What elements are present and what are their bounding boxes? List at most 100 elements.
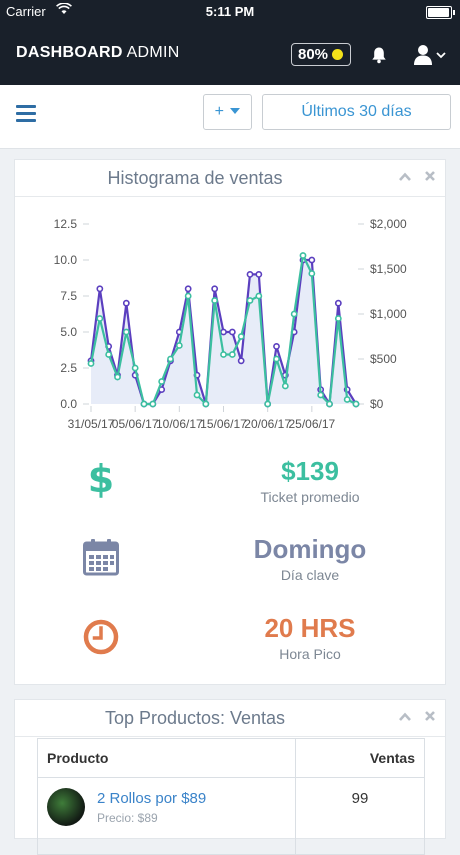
series-2-point xyxy=(299,252,307,259)
dia-clave-label: Día clave xyxy=(280,567,340,583)
battery-icon xyxy=(426,6,455,19)
battery-percentage: 80% xyxy=(298,46,329,63)
series-2-point xyxy=(87,360,95,367)
status-bar: Carrier 5:11 PM xyxy=(0,0,460,24)
ticket-promedio-label: Ticket promedio xyxy=(260,489,360,505)
brand-title[interactable]: DASHBOARD ADMIN xyxy=(16,44,180,62)
y-right-tick-label: $1,500 xyxy=(370,262,407,276)
user-menu[interactable] xyxy=(414,44,448,66)
series-2-point xyxy=(352,400,360,408)
card-header: Top Productos: Ventas xyxy=(15,700,445,737)
series-2-point xyxy=(281,382,289,390)
series-2-point xyxy=(343,396,351,403)
add-label: + xyxy=(214,103,224,120)
add-button[interactable]: + xyxy=(203,94,252,130)
brand-light: ADMIN xyxy=(126,44,180,61)
series-2-point xyxy=(140,400,148,408)
menu-icon[interactable] xyxy=(16,105,36,123)
series-2-point xyxy=(308,270,316,277)
caret-down-icon xyxy=(230,108,241,115)
products-table: Producto Ventas 2 Rollos por $89 Precio:… xyxy=(37,738,426,855)
y-left-tick-label: 7.5 xyxy=(60,289,77,303)
series-1-point xyxy=(308,256,316,264)
series-2-point xyxy=(149,400,157,408)
table-row: 2 Rollos por $89 Precio: $89 99 xyxy=(37,777,426,855)
product-cell: 2 Rollos por $89 Precio: $89 xyxy=(37,777,296,855)
bell-icon[interactable] xyxy=(370,46,388,64)
series-2-point xyxy=(264,400,272,408)
close-icon[interactable] xyxy=(425,709,435,724)
series-1-point xyxy=(246,271,254,278)
series-2-point xyxy=(131,364,139,372)
hora-pico-label: Hora Pico xyxy=(279,646,341,662)
series-2-point xyxy=(114,373,121,381)
card-tools xyxy=(389,709,435,724)
date-range-button[interactable]: Últimos 30 días xyxy=(262,94,451,130)
calendar-icon xyxy=(83,538,119,581)
x-tick-label: 25/06/17 xyxy=(288,417,335,431)
svg-text:$: $ xyxy=(90,460,112,498)
series-1-point xyxy=(334,299,342,307)
close-icon[interactable] xyxy=(425,169,435,184)
y-left-tick-label: 0.0 xyxy=(60,397,77,411)
x-tick-label: 31/05/17 xyxy=(68,417,115,431)
series-2-point xyxy=(290,310,298,318)
series-2-point xyxy=(334,315,342,322)
series-2-point xyxy=(255,292,263,300)
series-2-point xyxy=(326,400,333,408)
series-2-point xyxy=(220,351,227,358)
carrier-label: Carrier xyxy=(6,4,46,19)
series-2-point xyxy=(167,355,174,363)
series-2-point xyxy=(158,378,166,385)
sales-histogram-chart: 0.0 2.5 5.0 7.5 10.0 12.5 $0 $500 $1,000 $1,500 $2… xyxy=(54,217,407,431)
product-name-link[interactable]: 2 Rollos por $89 xyxy=(97,790,207,807)
top-products-card: Top Productos: Ventas Producto Ventas 2 … xyxy=(14,699,446,855)
collapse-icon[interactable] xyxy=(399,169,415,184)
series-1-point xyxy=(237,357,245,365)
y-right-tick-label: $0 xyxy=(370,397,384,411)
collapse-icon[interactable] xyxy=(399,709,415,724)
series-2-point xyxy=(237,333,245,340)
y-left-tick-label: 10.0 xyxy=(54,253,78,267)
table-header-row: Producto Ventas xyxy=(37,738,426,778)
battery-status-dot xyxy=(332,49,343,60)
series-1-point xyxy=(273,342,280,350)
series-1-point xyxy=(122,299,130,307)
clock-time: 5:11 PM xyxy=(205,4,255,19)
y-right-tick-label: $500 xyxy=(370,352,397,366)
series-2-point xyxy=(96,315,104,322)
series-1-point xyxy=(255,271,263,278)
sales-cell: 99 xyxy=(294,777,426,855)
ticket-promedio-value: $139 xyxy=(281,456,339,486)
series-1-point xyxy=(228,328,236,336)
column-header-ventas: Ventas xyxy=(294,738,426,778)
x-tick-label: 15/06/17 xyxy=(200,417,247,431)
series-2-point xyxy=(193,391,201,399)
card-title: Histograma de ventas xyxy=(107,168,283,188)
card-tools xyxy=(389,169,435,184)
series-2-point xyxy=(211,297,219,304)
y-right-tick-label: $1,000 xyxy=(370,307,407,321)
battery-status-pill[interactable]: 80% xyxy=(291,43,351,66)
series-2-point xyxy=(175,342,183,349)
series-1-point xyxy=(220,328,227,336)
series-1-point xyxy=(184,285,192,293)
series-1-point xyxy=(211,285,219,293)
series-2-point xyxy=(184,292,192,300)
series-2-point xyxy=(228,351,236,358)
y-left-tick-label: 2.5 xyxy=(60,361,77,375)
hora-pico-value: 20 HRS xyxy=(264,613,356,643)
y-left-tick-label: 5.0 xyxy=(60,325,77,339)
series-2-point xyxy=(202,400,210,408)
series-1-point xyxy=(96,285,104,293)
card-header: Histograma de ventas xyxy=(15,160,445,197)
series-2-point xyxy=(246,297,254,304)
toolbar: + Últimos 30 días xyxy=(0,85,460,149)
series-2-point xyxy=(122,328,130,336)
y-right-tick-label: $2,000 xyxy=(370,217,407,231)
x-tick-label: 05/06/17 xyxy=(112,417,159,431)
series-2-point xyxy=(105,351,113,358)
sales-histogram-card: Histograma de ventas 0.0 2.5 5.0 7.5 10.0 12.… xyxy=(14,159,446,685)
dollar-icon: $ xyxy=(88,457,114,503)
product-thumbnail xyxy=(47,788,85,826)
